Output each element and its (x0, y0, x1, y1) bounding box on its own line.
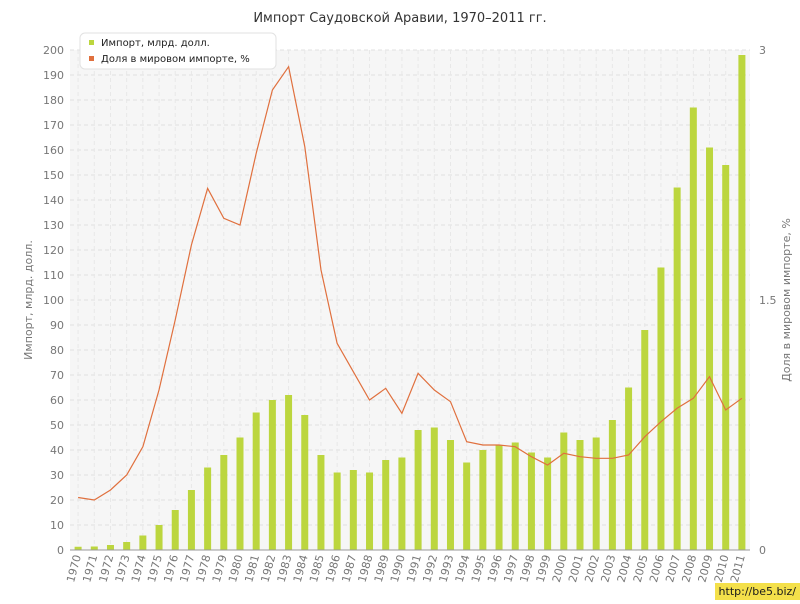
y-tick-label: 110 (43, 269, 64, 282)
bar (463, 462, 471, 550)
bar (560, 432, 568, 550)
bar (657, 267, 665, 550)
y-tick-label: 160 (43, 144, 64, 157)
bar (608, 420, 616, 550)
bar (414, 430, 422, 550)
watermark[interactable]: http://be5.biz/ (714, 583, 800, 600)
y-tick-label: 20 (50, 494, 64, 507)
bar (349, 470, 357, 550)
y-tick-label: 60 (50, 394, 64, 407)
bar (382, 460, 390, 550)
bars (74, 55, 746, 550)
bar (689, 107, 697, 550)
bar (398, 457, 406, 550)
bar (527, 452, 535, 550)
bar (641, 330, 649, 550)
bar (706, 147, 714, 550)
legend-swatch-import (89, 40, 94, 45)
bar (511, 442, 519, 550)
legend-swatch-share (89, 56, 94, 61)
chart-title: Импорт Саудовской Аравии, 1970–2011 гг. (253, 11, 546, 26)
bar (155, 525, 163, 550)
y-tick-label: 100 (43, 294, 64, 307)
bar (446, 440, 454, 550)
bar (252, 412, 260, 550)
y-tick-label: 80 (50, 344, 64, 357)
bar (139, 535, 147, 550)
y-tick-label: 150 (43, 169, 64, 182)
bar (123, 542, 131, 550)
bar (479, 450, 487, 550)
bar (673, 187, 681, 550)
y-tick-label: 90 (50, 319, 64, 332)
bar (495, 445, 503, 550)
bar (366, 472, 374, 550)
bar (90, 546, 98, 550)
share-line-path (78, 65, 743, 501)
bar (171, 510, 179, 550)
y2-tick-label: 1.5 (759, 294, 777, 307)
bar (74, 546, 82, 550)
bar (106, 545, 114, 550)
bar (317, 455, 325, 550)
y-axis-label: Импорт, млрд. долл. (22, 240, 35, 360)
y2-axis-ticks: 01.53 (759, 44, 777, 557)
bar (285, 395, 293, 550)
y-tick-label: 70 (50, 369, 64, 382)
bar (301, 415, 309, 550)
y-tick-label: 190 (43, 69, 64, 82)
bar (333, 472, 341, 550)
y-tick-label: 40 (50, 444, 64, 457)
bar (220, 455, 228, 550)
y-tick-label: 200 (43, 44, 64, 57)
legend-label-share: Доля в мировом импорте, % (101, 54, 250, 65)
bar (625, 387, 633, 550)
y-tick-label: 140 (43, 194, 64, 207)
y-tick-label: 120 (43, 244, 64, 257)
y2-axis-label: Доля в мировом импорте, % (780, 218, 793, 382)
y2-tick-label: 3 (759, 44, 766, 57)
y-tick-label: 180 (43, 94, 64, 107)
bar (187, 490, 195, 550)
y-tick-label: 30 (50, 469, 64, 482)
share-line (78, 65, 743, 501)
y-tick-label: 50 (50, 419, 64, 432)
bar (592, 437, 600, 550)
bar (738, 55, 746, 550)
bar (430, 427, 438, 550)
y-tick-label: 0 (57, 544, 64, 557)
legend-box (79, 32, 277, 70)
y-tick-label: 130 (43, 219, 64, 232)
y-tick-label: 170 (43, 119, 64, 132)
y-axis-ticks: 0 10 20 30 40 50 60 70 80 90 100 110 120 130 140 150 160… (43, 44, 64, 557)
x-axis-ticks: 1970197119721973197419751976197719781979… (64, 553, 748, 583)
bar (236, 437, 244, 550)
bar (722, 165, 730, 550)
y2-tick-label: 0 (759, 544, 766, 557)
bar (544, 457, 552, 550)
y-tick-label: 10 (50, 519, 64, 532)
bar (204, 467, 212, 550)
bar (268, 400, 276, 550)
legend: Импорт, млрд. долл. Доля в мировом импор… (79, 32, 277, 70)
legend-label-import: Импорт, млрд. долл. (101, 38, 210, 49)
bar (576, 440, 584, 550)
